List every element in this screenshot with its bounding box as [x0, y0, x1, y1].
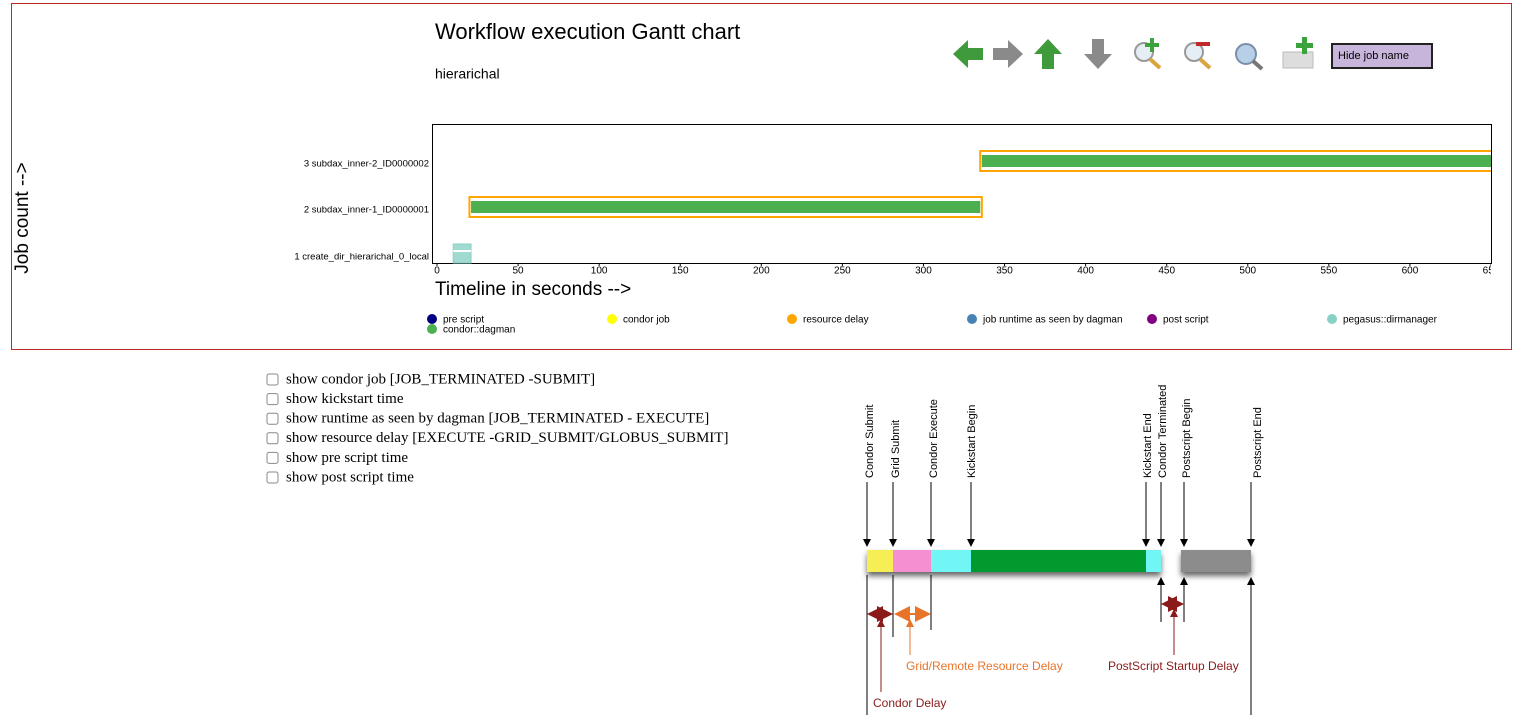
- timing-diagram: Condor Submit Grid Submit Condor Execute Ki…: [863, 385, 1264, 715]
- hide-job-name-button[interactable]: [1331, 43, 1433, 69]
- legend-label: condor job: [623, 315, 670, 326]
- y-axis-label: Job count -->: [12, 162, 33, 273]
- checkbox-label[interactable]: show condor job [JOB_TERMINATED -SUBMIT]: [286, 371, 595, 387]
- segment: [1146, 550, 1161, 572]
- chart-subtitle: hierarichal: [435, 66, 500, 82]
- x-tick-label: 350: [996, 266, 1013, 277]
- checkbox[interactable]: [266, 373, 279, 386]
- marker-label: Postscript Begin: [1181, 399, 1193, 478]
- y-tick-label: 1 create_dir_hierarichal_0_local: [294, 252, 429, 263]
- legend-label: pegasus::dirmanager: [1343, 315, 1438, 326]
- x-tick-label: 50: [513, 266, 525, 277]
- marker-label: Condor Terminated: [1157, 385, 1169, 478]
- gantt-bar: [981, 155, 1491, 167]
- marker-label: Kickstart Begin: [966, 405, 978, 478]
- x-ticks: 0 50 100 150 200 250 300 350 400 450 500 550 600 650: [434, 263, 1500, 277]
- x-axis-label: Timeline in seconds -->: [435, 279, 631, 300]
- right-arrow-button[interactable]: [993, 40, 1023, 68]
- legend-swatch: [607, 314, 617, 324]
- legend: pre script condor job resource delay job ru…: [427, 314, 1438, 336]
- legend-label: pre script: [443, 315, 484, 326]
- gantt-bar: [471, 201, 981, 213]
- segment: [1181, 550, 1251, 572]
- checkbox[interactable]: [266, 451, 279, 464]
- checkbox-label[interactable]: show kickstart time: [286, 391, 404, 407]
- marker-label: Kickstart End: [1142, 413, 1154, 478]
- x-tick-label: 600: [1402, 266, 1419, 277]
- segment: [867, 550, 893, 572]
- marker-label: Condor Submit: [864, 405, 876, 478]
- add-button[interactable]: [1282, 37, 1314, 69]
- marker-label: Grid Submit: [890, 420, 902, 478]
- x-tick-label: 400: [1077, 266, 1094, 277]
- checkbox[interactable]: [266, 412, 279, 425]
- x-tick-label: 250: [834, 266, 851, 277]
- x-tick-label: 550: [1321, 266, 1338, 277]
- legend-swatch: [1147, 314, 1157, 324]
- checkbox-label[interactable]: show runtime as seen by dagman [JOB_TERM…: [286, 411, 709, 427]
- x-tick-label: 500: [1239, 266, 1256, 277]
- gantt-bar: [979, 150, 1491, 172]
- gantt-bar: [468, 196, 983, 218]
- legend-swatch: [1327, 314, 1337, 324]
- x-tick-label: 300: [915, 266, 932, 277]
- checkbox[interactable]: [266, 471, 279, 484]
- marker-arrows: [863, 482, 1255, 715]
- zoom-out-button[interactable]: [1184, 42, 1212, 70]
- plot-area: [432, 124, 1492, 264]
- segment: [971, 550, 1146, 572]
- y-categories: 1 create_dir_hierarichal_0_local 2 subdax…: [294, 159, 429, 263]
- toolbar: Hide job name: [953, 37, 1433, 71]
- x-tick-label: 0: [434, 266, 440, 277]
- checkbox-label[interactable]: show resource delay [EXECUTE -GRID_SUBMI…: [286, 430, 728, 446]
- marker-label: Condor Execute: [928, 399, 940, 478]
- x-tick-label: 100: [591, 266, 608, 277]
- chart-frame: [11, 3, 1512, 350]
- delay-label: Condor Delay: [873, 696, 946, 710]
- legend-swatch: [967, 314, 977, 324]
- x-tick-label: 450: [1158, 266, 1175, 277]
- plot-bars: [452, 150, 1491, 264]
- legend-label: job runtime as seen by dagman: [982, 315, 1123, 326]
- y-tick-label: 3 subdax_inner-2_ID0000002: [304, 159, 429, 170]
- delay-label: Grid/Remote Resource Delay: [906, 659, 1063, 673]
- delay-label: PostScript Startup Delay: [1108, 659, 1239, 673]
- legend-label: condor::dagman: [443, 325, 515, 336]
- hide-job-name-label[interactable]: Hide job name: [1338, 50, 1409, 62]
- segment: [931, 550, 971, 572]
- x-tick-label: 150: [672, 266, 689, 277]
- chart-title: Workflow execution Gantt chart: [435, 19, 740, 44]
- checkbox-list: show condor job [JOB_TERMINATED -SUBMIT]…: [266, 371, 728, 485]
- x-tick-label: 650: [1483, 266, 1500, 277]
- down-arrow-button[interactable]: [1084, 39, 1112, 69]
- legend-swatch: [427, 324, 437, 334]
- y-tick-label: 2 subdax_inner-1_ID0000001: [304, 205, 429, 216]
- left-arrow-button[interactable]: [953, 40, 983, 68]
- checkbox-label[interactable]: show post script time: [286, 469, 414, 485]
- gantt-bar: [452, 243, 472, 264]
- up-arrow-button[interactable]: [1034, 39, 1062, 69]
- legend-swatch: [427, 314, 437, 324]
- zoom-reset-button[interactable]: [1235, 43, 1264, 71]
- zoom-in-button[interactable]: [1134, 38, 1162, 70]
- marker-label: Postscript End: [1252, 407, 1264, 478]
- checkbox[interactable]: [266, 432, 279, 445]
- legend-label: resource delay: [803, 315, 869, 326]
- legend-swatch: [787, 314, 797, 324]
- timing-bar: [867, 550, 1251, 572]
- segment: [893, 550, 931, 572]
- checkbox-label[interactable]: show pre script time: [286, 450, 408, 466]
- x-tick-label: 200: [753, 266, 770, 277]
- legend-label: post script: [1163, 315, 1209, 326]
- checkbox[interactable]: [266, 393, 279, 406]
